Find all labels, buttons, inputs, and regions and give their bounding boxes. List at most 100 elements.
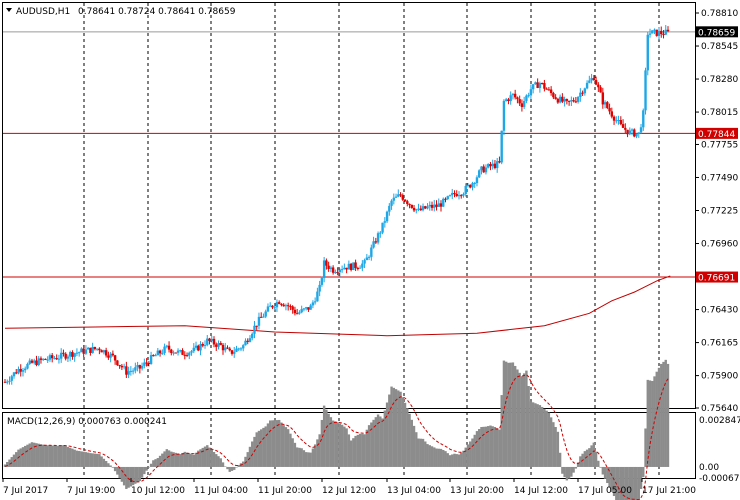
candle-body — [181, 350, 184, 355]
macd-bar — [579, 456, 582, 467]
candle-body — [421, 206, 425, 211]
candle-body — [338, 269, 342, 273]
price-tick-label: 0.78015 — [701, 108, 738, 118]
candle-body — [64, 353, 67, 359]
macd-bar — [210, 449, 213, 467]
macd-bar — [487, 426, 490, 467]
candle-body — [244, 340, 247, 346]
macd-bar — [646, 379, 649, 467]
candle-body — [646, 34, 649, 71]
candle-body — [127, 371, 130, 375]
candle-body — [639, 127, 643, 133]
candle-body — [343, 267, 346, 270]
time-axis[interactable]: 7 Jul 2017 7 Jul 19:00 10 Jul 12:00 11 Jul … — [2, 478, 696, 496]
candle-body — [107, 355, 110, 358]
candle-body — [203, 344, 207, 346]
candle-body — [561, 96, 564, 102]
candle-body — [269, 305, 272, 307]
macd-bar — [98, 454, 101, 467]
macd-bar — [460, 452, 463, 467]
macd-bar — [203, 446, 207, 467]
candle-body — [545, 88, 548, 90]
macd-bar — [35, 443, 38, 467]
candle-body — [275, 302, 279, 308]
candle-body — [235, 348, 238, 352]
macd-bar — [401, 397, 404, 467]
macd-bar — [536, 404, 539, 467]
macd-bar — [194, 452, 198, 467]
macd-bar — [594, 451, 598, 467]
macd-bar — [82, 451, 85, 467]
candle-body — [212, 338, 216, 345]
price-axis[interactable]: 0.78810 0.78545 0.78280 0.78015 0.77755 0.774… — [695, 9, 738, 414]
collapse-triangle-icon[interactable] — [6, 8, 12, 12]
time-tick-label: 10 Jul 12:00 — [131, 486, 185, 496]
candle-body — [316, 291, 319, 302]
macd-bar — [336, 422, 339, 467]
candle-body — [653, 29, 656, 31]
candle-body — [320, 277, 324, 285]
candle-body — [617, 120, 620, 122]
macd-bar — [363, 434, 366, 467]
current-price-tag: 0.78659 — [696, 26, 738, 38]
candle-body — [311, 302, 315, 306]
macd-bar — [639, 466, 643, 489]
macd-bar — [271, 420, 274, 467]
candle-body — [26, 363, 29, 369]
candle-body — [165, 345, 169, 347]
candle-body — [475, 177, 479, 184]
macd-bar — [513, 365, 517, 467]
macd-bar — [295, 447, 299, 467]
candle-body — [518, 99, 521, 104]
candle-body — [507, 99, 510, 102]
price-tick-label: 0.77490 — [701, 173, 738, 183]
macd-bar — [179, 454, 182, 467]
macd-bar — [262, 427, 265, 467]
candle-body — [487, 164, 490, 168]
macd-bar — [635, 466, 638, 500]
candle-body — [549, 89, 553, 94]
macd-bar — [552, 422, 555, 467]
macd-bar — [648, 380, 652, 467]
macd-bar — [426, 444, 429, 467]
macd-bar — [266, 423, 270, 467]
time-tick-label: 7 Jul 2017 — [3, 486, 48, 496]
candle-body — [161, 353, 164, 355]
candle-body — [125, 366, 128, 375]
macd-bar — [26, 444, 29, 467]
macd-bar — [545, 410, 548, 467]
candle-body — [80, 348, 83, 353]
macd-bar — [286, 429, 290, 467]
price-tick-label: 0.76960 — [701, 240, 738, 250]
candle-body — [262, 316, 265, 318]
candle-body — [473, 183, 476, 185]
candle-body — [664, 29, 667, 35]
candle-body — [188, 352, 191, 356]
macd-bar — [437, 448, 440, 467]
price-tick-label: 0.78280 — [701, 75, 738, 85]
candle-body — [158, 350, 162, 354]
macd-bar — [352, 438, 355, 467]
macd-bar — [15, 452, 18, 467]
macd-bar — [439, 448, 443, 467]
candle-body — [451, 192, 454, 196]
time-tick-label: 11 Jul 04:00 — [194, 486, 248, 496]
candle-body — [116, 360, 119, 366]
candle-body — [464, 186, 467, 195]
candle-body — [612, 116, 616, 121]
candle-body — [590, 78, 593, 81]
candle-body — [226, 347, 229, 349]
macd-bar — [599, 466, 602, 468]
macd-bar — [37, 443, 40, 467]
candle-body — [426, 206, 429, 209]
price-tick-label: 0.75900 — [701, 372, 738, 382]
macd-bar — [563, 466, 566, 478]
macd-bar — [576, 462, 580, 467]
candle-body — [174, 352, 178, 354]
candle-body — [329, 267, 333, 270]
macd-bar — [480, 427, 483, 467]
macd-bar — [502, 360, 506, 467]
candle-body — [462, 194, 465, 196]
candle-body — [444, 198, 447, 200]
